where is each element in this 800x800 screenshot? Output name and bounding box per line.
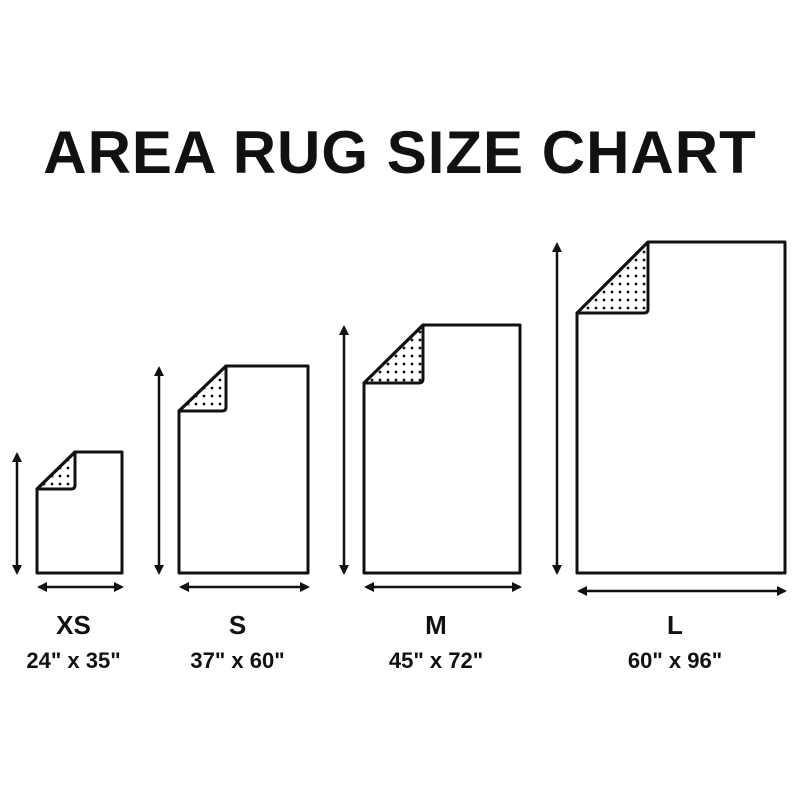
- size-label-s: S: [228, 610, 247, 640]
- folded-corner-xs: [35, 450, 77, 491]
- rug-xs: [35, 450, 124, 575]
- chart-title: AREA RUG SIZE CHART: [43, 119, 757, 186]
- folded-corner-s: [177, 364, 228, 413]
- dimensions-xs: 24" x 35": [26, 648, 121, 673]
- dimensions-s: 37" x 60": [190, 648, 285, 673]
- size-label-xs: XS: [56, 610, 91, 640]
- size-label-l: L: [667, 610, 683, 640]
- dimensions-l: 60" x 96": [627, 648, 723, 673]
- size-label-m: M: [425, 610, 447, 640]
- dimensions-m: 45" x 72": [388, 648, 484, 673]
- folded-corner-l: [575, 240, 650, 315]
- folded-corner-m: [362, 323, 425, 385]
